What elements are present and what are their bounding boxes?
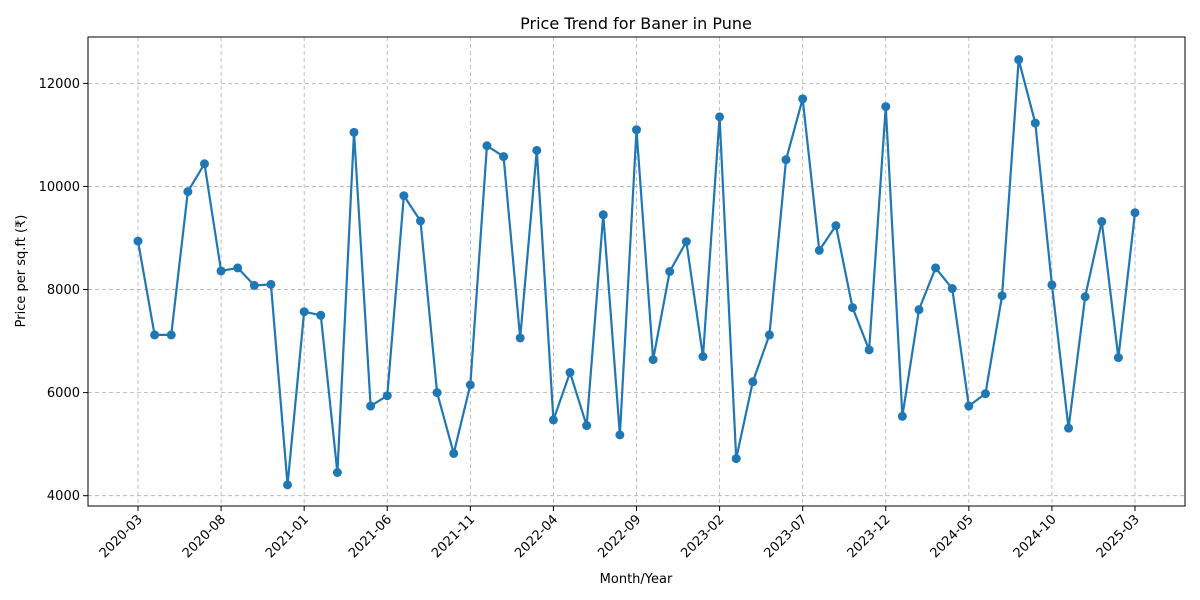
series-markers xyxy=(133,55,1140,490)
data-point xyxy=(1097,217,1107,227)
data-point xyxy=(997,291,1007,301)
data-point xyxy=(931,263,941,273)
data-point xyxy=(715,112,725,122)
data-point xyxy=(648,355,658,365)
data-point xyxy=(515,333,525,343)
data-point xyxy=(332,468,342,477)
data-point xyxy=(781,155,791,165)
data-point xyxy=(432,388,442,398)
data-point xyxy=(482,141,492,151)
data-point xyxy=(283,480,293,490)
data-point xyxy=(199,159,209,169)
data-point xyxy=(665,267,675,276)
data-point xyxy=(266,279,276,289)
data-point xyxy=(881,102,891,112)
y-tick-label: 12000 xyxy=(39,77,80,92)
data-point xyxy=(731,454,741,464)
data-point xyxy=(1080,292,1090,302)
data-point xyxy=(183,187,193,197)
data-point xyxy=(980,389,990,399)
data-point xyxy=(415,216,425,226)
data-point xyxy=(216,266,226,276)
data-point xyxy=(764,330,774,340)
data-point xyxy=(233,263,243,273)
data-point xyxy=(914,305,924,315)
data-point xyxy=(499,152,509,162)
y-tick-label: 6000 xyxy=(47,386,80,401)
data-point xyxy=(1030,118,1040,128)
y-axis-ticks: 4000 6000 8000 10000 12000 xyxy=(39,77,88,504)
data-point xyxy=(582,421,592,431)
chart-title: Price Trend for Baner in Pune xyxy=(520,14,752,33)
data-point xyxy=(1113,353,1123,363)
data-point xyxy=(150,330,160,340)
data-point xyxy=(366,401,376,411)
data-point xyxy=(897,411,907,421)
data-point xyxy=(299,307,309,317)
data-point xyxy=(449,448,459,458)
data-point xyxy=(964,401,974,411)
y-tick-label: 8000 xyxy=(47,283,80,298)
data-point xyxy=(382,391,392,401)
y-tick-label: 10000 xyxy=(39,180,80,195)
y-tick-label: 4000 xyxy=(47,489,80,504)
data-point xyxy=(698,352,708,362)
data-point xyxy=(615,430,625,440)
data-point xyxy=(681,237,691,247)
data-point xyxy=(864,345,874,355)
data-point xyxy=(133,236,143,246)
data-point xyxy=(565,368,575,378)
data-point xyxy=(548,415,558,425)
data-point xyxy=(465,380,475,390)
data-point xyxy=(848,303,858,313)
y-axis-label: Price per sq.ft (₹) xyxy=(14,215,29,328)
data-point xyxy=(831,221,841,231)
data-point xyxy=(249,280,259,290)
data-point xyxy=(399,191,409,201)
data-point xyxy=(316,310,326,320)
data-point xyxy=(798,94,808,104)
data-point xyxy=(1047,280,1057,290)
x-axis-label: Month/Year xyxy=(600,572,673,587)
data-point xyxy=(1064,423,1074,433)
data-point xyxy=(1130,208,1140,218)
data-point xyxy=(532,145,542,155)
data-point xyxy=(947,284,957,294)
data-point xyxy=(1014,55,1024,65)
data-point xyxy=(598,210,608,220)
data-point xyxy=(349,127,359,137)
data-point xyxy=(748,377,758,387)
data-point xyxy=(632,125,641,135)
data-point xyxy=(814,245,824,255)
data-point xyxy=(166,330,176,340)
